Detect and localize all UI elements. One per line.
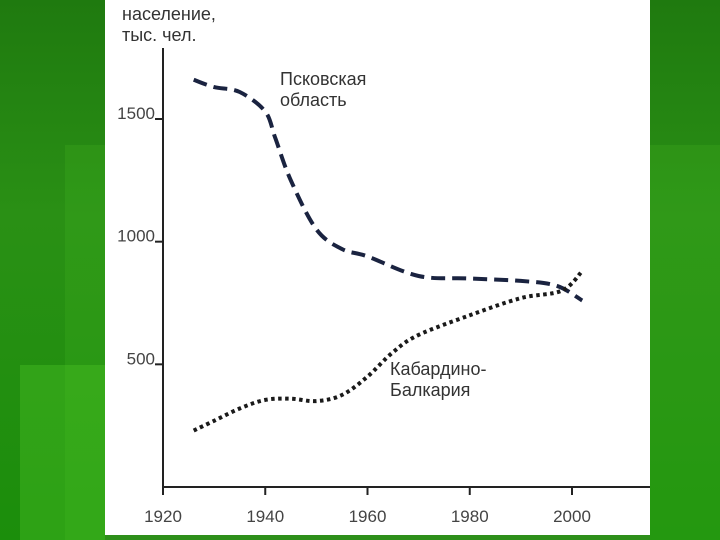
- series-line-pskov: [192, 77, 584, 303]
- x-tick-label: 1960: [349, 507, 387, 526]
- x-tick-label: 1980: [451, 507, 489, 526]
- background-right: [650, 0, 720, 540]
- y-tick-label: 500: [127, 349, 155, 368]
- x-tick-label: 2000: [553, 507, 591, 526]
- x-tick-label: 1920: [144, 507, 182, 526]
- background-block: [65, 145, 105, 540]
- series-label-pskov-line-2: область: [280, 90, 347, 110]
- series-label-kabardino-line-2: Балкария: [390, 380, 470, 400]
- chart-panel: [105, 0, 650, 535]
- x-tick-label: 1940: [246, 507, 284, 526]
- background-block: [650, 145, 720, 540]
- series-layer: [192, 77, 584, 433]
- series-label-pskov-line-1: Псковская: [280, 69, 366, 89]
- y-axis-label-line-2: тыс. чел.: [122, 25, 196, 45]
- background-left: [0, 0, 105, 540]
- series-line-kabardino: [192, 269, 584, 433]
- y-axis-label-line-1: население,: [122, 4, 216, 24]
- series-label-kabardino-line-1: Кабардино-: [390, 359, 487, 379]
- y-tick-label: 1500: [117, 104, 155, 123]
- y-tick-label: 1000: [117, 227, 155, 246]
- axis-ticks: 1920 1940 1960 1980 2000 500 1000 1500: [117, 104, 591, 526]
- background-block: [20, 365, 105, 540]
